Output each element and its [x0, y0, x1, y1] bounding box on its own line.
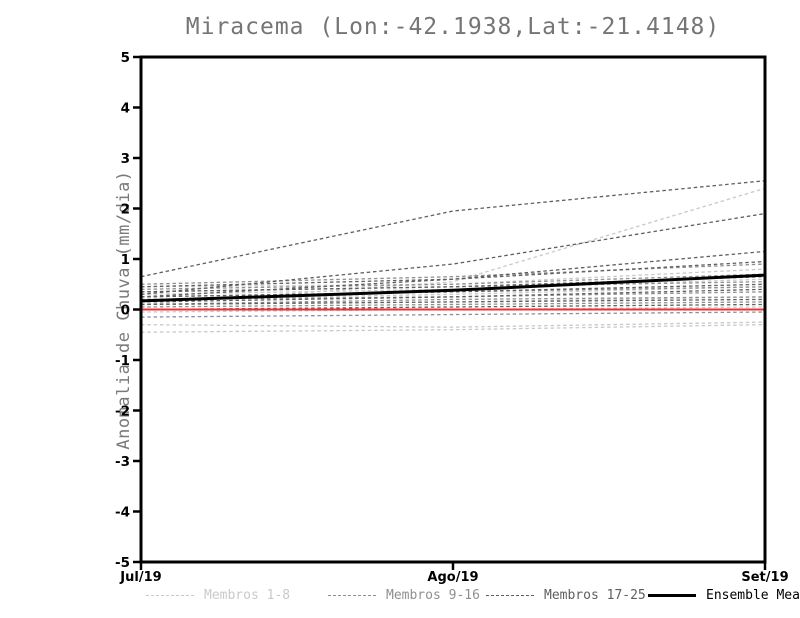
- dashed-line-sample-icon: [146, 595, 194, 596]
- y-tick-label: 4: [121, 101, 130, 117]
- ensemble-member-line: [140, 324, 766, 333]
- solid-line-sample-icon: [648, 594, 696, 597]
- dashed-line-sample-icon: [328, 595, 376, 596]
- y-tick-label: -3: [115, 454, 130, 470]
- ensemble-member-line: [140, 180, 766, 278]
- chart-legend: Membros 1-8 Membros 9-16 Membros 17-25 E…: [0, 588, 800, 610]
- y-tick-label: -1: [115, 353, 130, 369]
- legend-label: Ensemble Mean: [706, 588, 800, 603]
- legend-item-membros-9-16: Membros 9-16: [328, 588, 480, 603]
- y-tick-label: -2: [115, 404, 130, 420]
- chart-title: Miracema (Lon:-42.1938,Lat:-21.4148): [185, 14, 721, 40]
- ensemble-mean-line: [140, 273, 766, 303]
- x-tick-label: Ago/19: [427, 570, 478, 585]
- ensemble-member-line: [140, 301, 766, 308]
- x-tick-label: Jul/19: [119, 570, 161, 585]
- legend-item-membros-17-25: Membros 17-25: [486, 588, 646, 603]
- ensemble-member-line: [140, 283, 766, 298]
- ensemble-member-line: [140, 263, 766, 285]
- y-tick-label: 2: [121, 202, 130, 218]
- ensemble-member-line: [140, 298, 766, 306]
- y-tick-label: 3: [121, 151, 130, 167]
- ensemble-member-line: [140, 273, 766, 290]
- ensemble-member-line: [140, 296, 766, 306]
- x-tick-label: Set/19: [741, 570, 788, 585]
- ensemble-member-line: [140, 212, 766, 295]
- y-tick-label: -5: [115, 555, 130, 571]
- y-tick-label: 5: [121, 50, 130, 66]
- y-tick-label: 1: [121, 252, 130, 268]
- ensemble-member-line: [140, 288, 766, 303]
- y-tick-label: -4: [115, 505, 130, 521]
- dashed-line-sample-icon: [486, 595, 534, 596]
- ensemble-member-line: [140, 276, 766, 293]
- legend-item-membros-1-8: Membros 1-8: [146, 588, 290, 603]
- ensemble-member-line: [140, 311, 766, 318]
- legend-label: Membros 1-8: [204, 588, 291, 603]
- legend-label: Membros 17-25: [544, 588, 646, 603]
- ensemble-member-line: [140, 260, 766, 288]
- legend-item-ensemble-mean: Ensemble Mean: [648, 588, 800, 603]
- y-tick-label: 0: [121, 303, 130, 319]
- ensemble-member-line: [140, 250, 766, 298]
- legend-label: Membros 9-16: [386, 588, 480, 603]
- ensemble-member-line: [140, 321, 766, 328]
